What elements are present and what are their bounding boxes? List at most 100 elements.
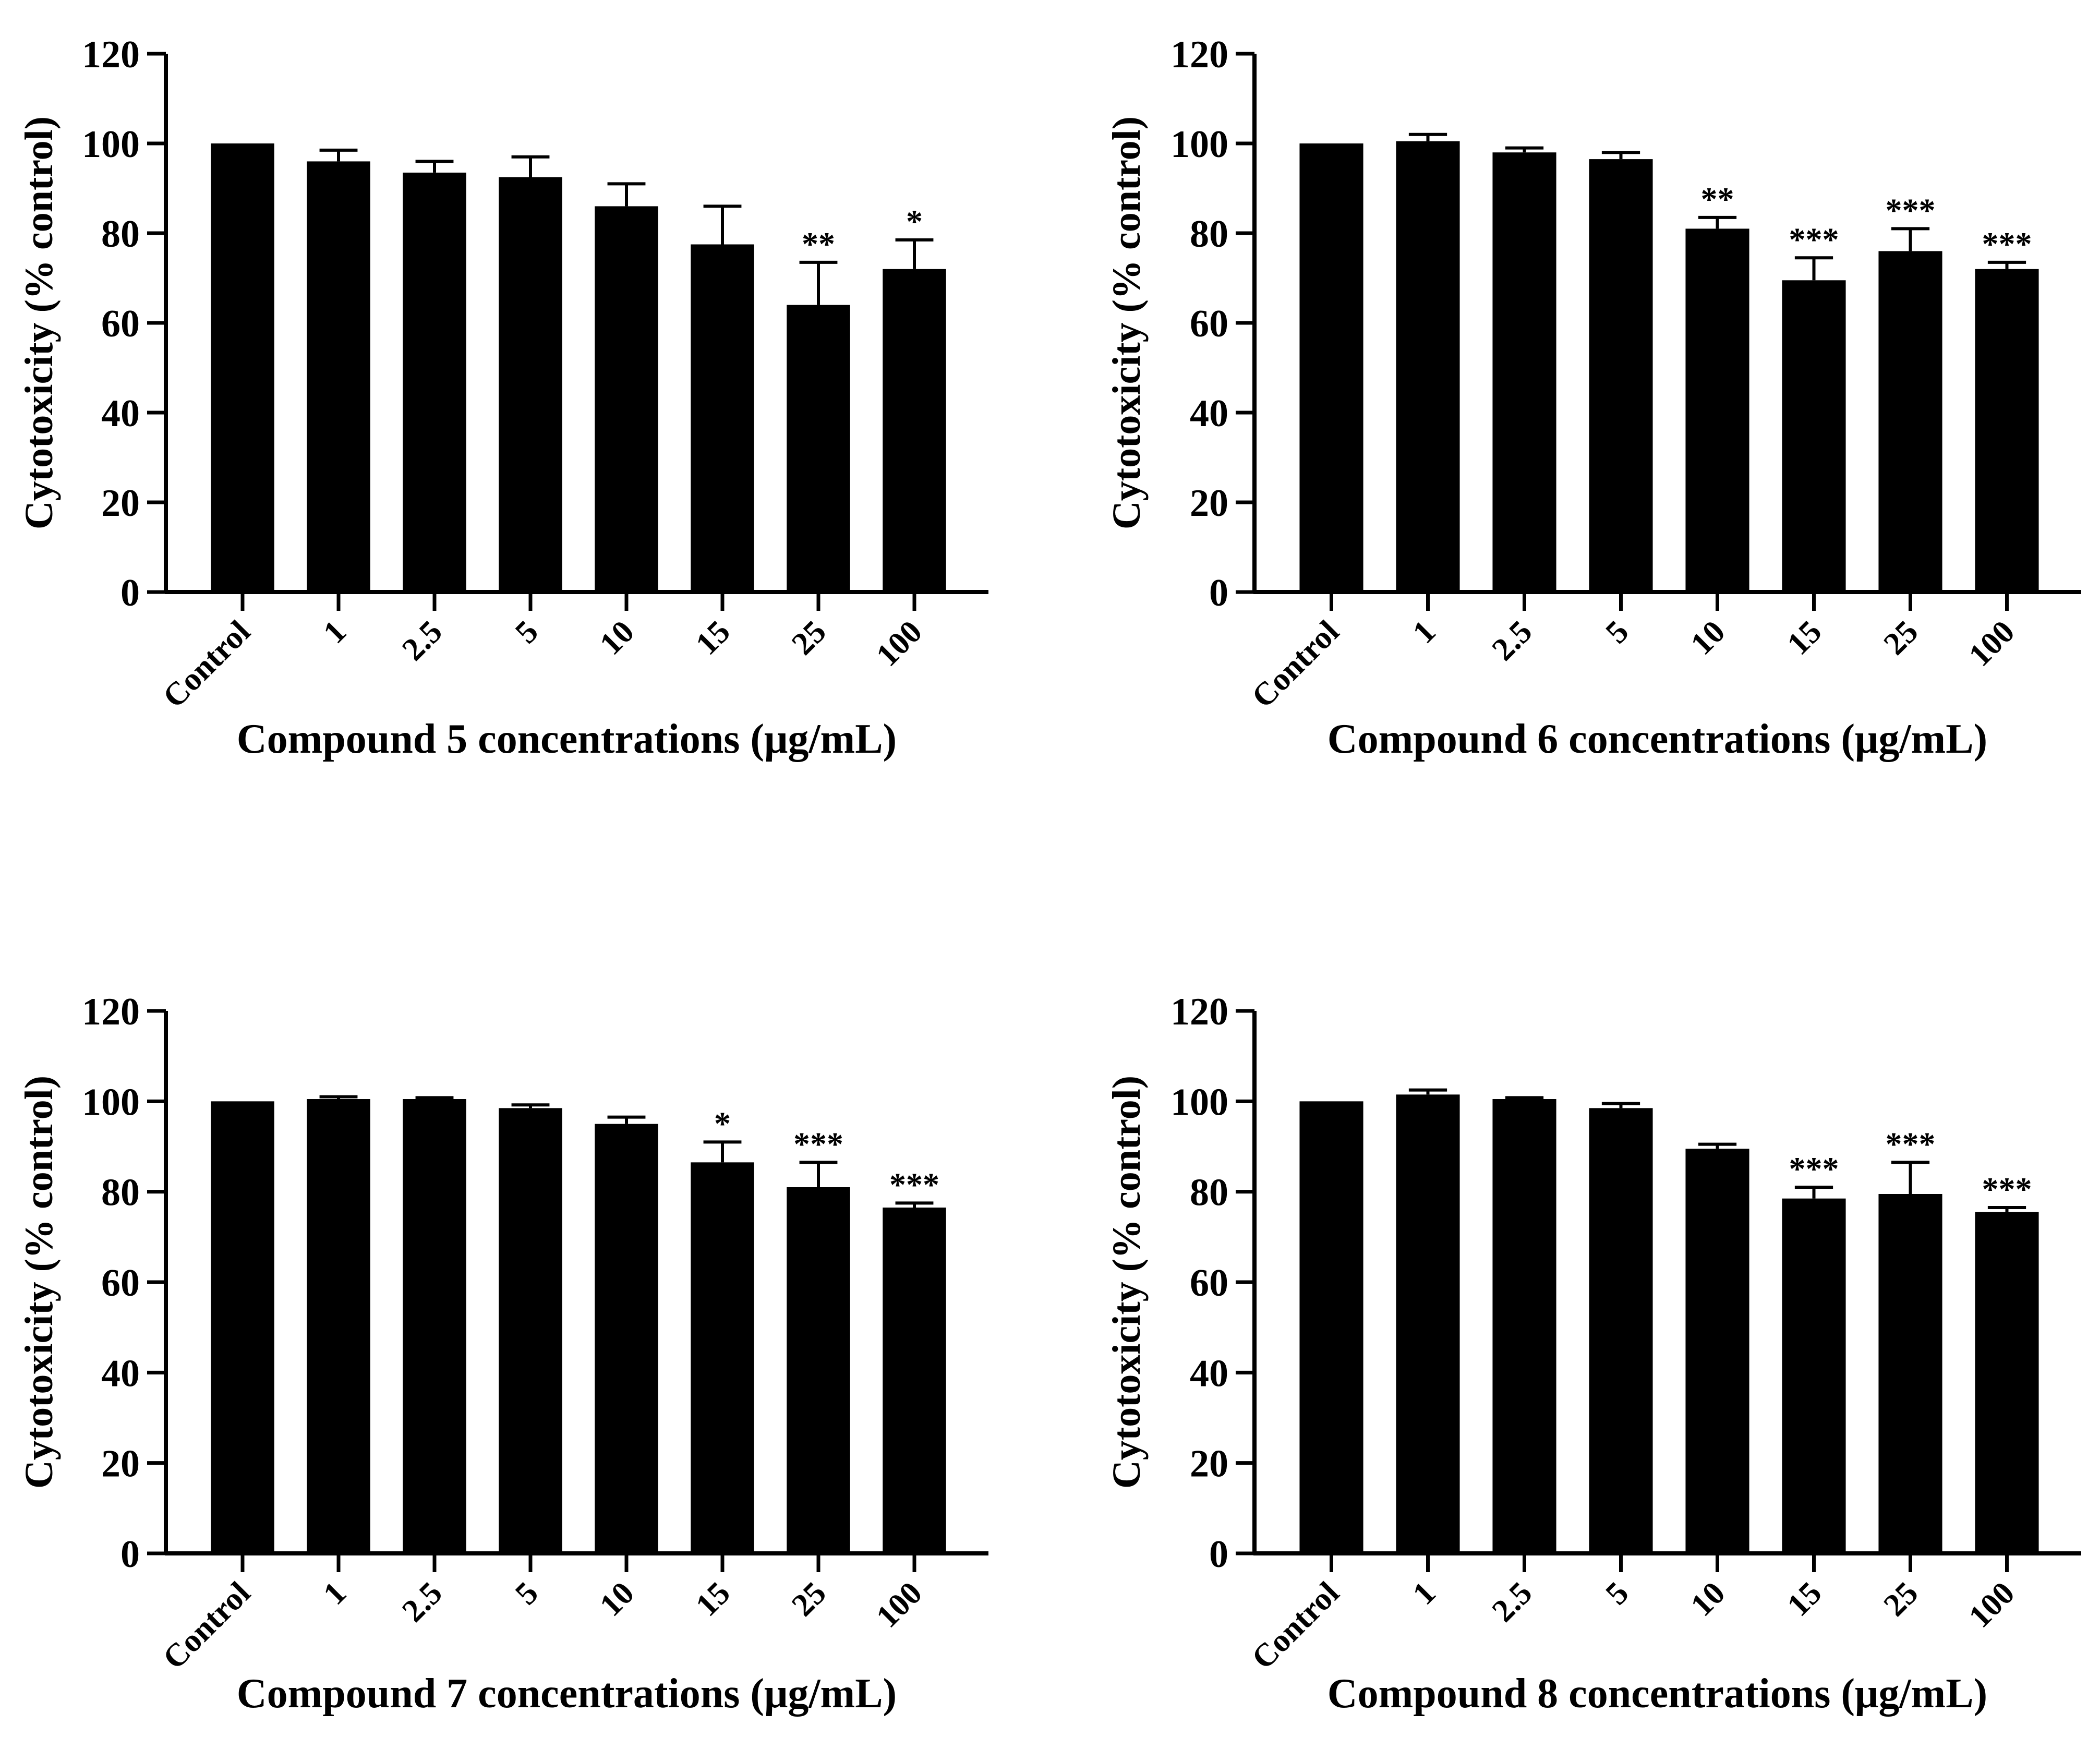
bar-3 (1589, 1108, 1653, 1553)
significance-label: *** (793, 1125, 843, 1162)
y-tick-label: 60 (101, 303, 140, 345)
y-tick-label: 120 (1170, 33, 1228, 76)
y-axis-title: Cytotoxicity (% control) (17, 1076, 61, 1489)
x-tick-label: 2.5 (1486, 1575, 1539, 1629)
y-tick-label: 0 (120, 1533, 140, 1576)
y-tick-label: 80 (101, 213, 140, 256)
x-tick-label: 100 (870, 1575, 929, 1635)
x-tick-label: 25 (785, 614, 833, 662)
x-tick-label: 5 (1599, 614, 1635, 650)
bar-7 (1975, 1212, 2039, 1553)
y-tick-label: 120 (1170, 991, 1228, 1033)
y-tick-label: 40 (1190, 1352, 1228, 1395)
bar-1 (1396, 1094, 1460, 1553)
x-tick-label: 15 (1780, 614, 1828, 662)
bar-3 (499, 1108, 562, 1553)
x-tick-label: 2.5 (395, 1575, 449, 1629)
bar-0 (211, 1101, 274, 1553)
significance-label: *** (1789, 221, 1839, 258)
significance-label: *** (1789, 1150, 1839, 1187)
y-tick-label: 100 (1170, 123, 1228, 166)
bar-7 (883, 1208, 946, 1553)
x-tick-label: 1 (317, 1575, 353, 1612)
bar-6 (1878, 251, 1942, 592)
x-axis-title: Compound 5 concentrations (μg/mL) (237, 716, 897, 762)
y-tick-label: 40 (1190, 392, 1228, 435)
bar-4 (1685, 228, 1749, 592)
y-tick-label: 80 (1190, 213, 1228, 256)
y-tick-label: 60 (1190, 303, 1228, 345)
x-tick-label: 10 (593, 1575, 641, 1623)
bar-5 (691, 1162, 754, 1553)
x-tick-label: 25 (1877, 614, 1925, 662)
x-tick-label: Control (156, 1575, 257, 1676)
y-tick-label: 60 (1190, 1262, 1228, 1305)
significance-label: *** (1886, 1125, 1936, 1162)
y-tick-label: 120 (82, 991, 140, 1033)
x-tick-label: 1 (317, 614, 353, 650)
y-tick-label: 100 (82, 1081, 140, 1124)
significance-label: *** (1886, 191, 1936, 228)
bar-1 (1396, 141, 1460, 592)
y-axis-title: Cytotoxicity (% control) (17, 116, 61, 529)
x-tick-label: 5 (509, 614, 545, 650)
bar-2 (403, 1099, 466, 1553)
bar-4 (595, 1124, 658, 1553)
y-axis-title: Cytotoxicity (% control) (1105, 1076, 1149, 1489)
x-tick-label: 100 (1962, 614, 2022, 673)
significance-label: *** (1982, 225, 2032, 262)
y-tick-label: 0 (1209, 1533, 1228, 1576)
x-tick-label: 5 (1599, 1575, 1635, 1612)
x-tick-label: Control (1245, 1575, 1346, 1676)
bar-2 (1492, 152, 1556, 592)
x-tick-label: Control (156, 614, 257, 715)
x-tick-label: 25 (1877, 1575, 1925, 1623)
y-tick-label: 20 (1190, 1443, 1228, 1486)
significance-label: * (714, 1105, 731, 1142)
chart-panel-3: 0 20 40 60 80 100 120 Control 1 2.5 5 10 15 * 25 *** 100… (17, 991, 988, 1717)
bar-7 (1975, 269, 2039, 592)
x-tick-label: 10 (1684, 614, 1732, 662)
x-tick-label: Control (1245, 614, 1346, 715)
x-tick-label: 5 (509, 1575, 545, 1612)
significance-label: ** (1701, 180, 1734, 218)
y-tick-label: 40 (101, 392, 140, 435)
bar-2 (1492, 1099, 1556, 1553)
x-tick-label: 1 (1406, 614, 1442, 650)
x-axis-title: Compound 6 concentrations (μg/mL) (1327, 716, 1987, 762)
bar-6 (1878, 1194, 1942, 1553)
bar-1 (307, 1099, 370, 1553)
x-tick-label: 15 (689, 1575, 737, 1623)
y-tick-label: 120 (82, 33, 140, 76)
y-tick-label: 80 (101, 1172, 140, 1214)
bar-5 (1782, 1198, 1846, 1553)
chart-panel-2: 0 20 40 60 80 100 120 Control 1 2.5 5 10 ** 15 *** 25 **… (1105, 33, 2081, 762)
y-tick-label: 20 (1190, 482, 1228, 525)
y-tick-label: 20 (101, 482, 140, 525)
x-tick-label: 100 (870, 614, 929, 673)
y-tick-label: 60 (101, 1262, 140, 1305)
significance-label: *** (889, 1166, 939, 1203)
bar-3 (1589, 159, 1653, 593)
y-tick-label: 40 (101, 1352, 140, 1395)
x-tick-label: 10 (1684, 1575, 1732, 1623)
x-axis-title: Compound 8 concentrations (μg/mL) (1327, 1671, 1987, 1717)
significance-label: * (906, 203, 923, 240)
x-tick-label: 1 (1406, 1575, 1442, 1612)
x-tick-label: 25 (785, 1575, 833, 1623)
y-tick-label: 0 (1209, 572, 1228, 614)
bar-7 (883, 269, 946, 592)
x-tick-label: 15 (689, 614, 737, 662)
bar-6 (787, 1187, 850, 1553)
y-axis-title: Cytotoxicity (% control) (1105, 116, 1149, 529)
y-tick-label: 80 (1190, 1172, 1228, 1214)
significance-label: ** (802, 225, 835, 262)
bar-4 (1685, 1149, 1749, 1553)
x-tick-label: 10 (593, 614, 641, 662)
bar-1 (307, 161, 370, 592)
chart-panel-1: 0 20 40 60 80 100 120 Control 1 2.5 5 10 15 25 ** 100 * C… (17, 33, 988, 762)
y-tick-label: 20 (101, 1443, 140, 1486)
x-tick-label: 2.5 (395, 614, 449, 668)
x-tick-label: 15 (1780, 1575, 1828, 1623)
